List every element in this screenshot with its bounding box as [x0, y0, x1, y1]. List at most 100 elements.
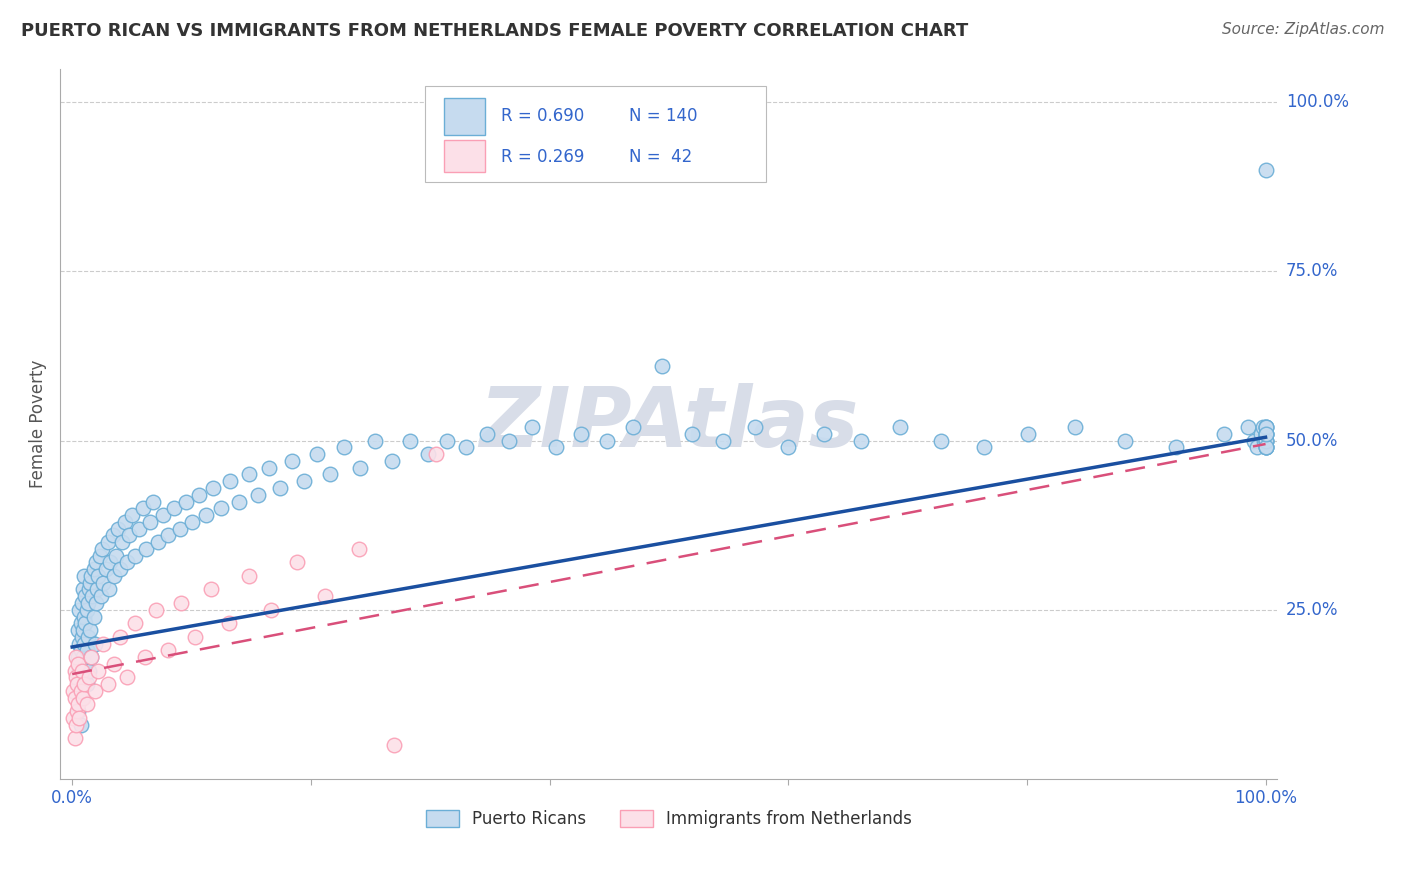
Text: 100.0%: 100.0%	[1286, 94, 1348, 112]
Point	[67, 698, 90, 712]
Point	[72, 623, 94, 637]
Point	[744, 420, 766, 434]
Point	[142, 494, 165, 508]
Point	[77, 664, 100, 678]
Point	[66, 677, 89, 691]
Point	[79, 623, 101, 637]
Point	[156, 528, 179, 542]
Point	[62, 711, 84, 725]
Point	[70, 664, 93, 678]
Point	[711, 434, 734, 448]
Point	[76, 677, 98, 691]
Point	[83, 562, 105, 576]
Text: R = 0.269: R = 0.269	[501, 148, 585, 166]
Point	[1254, 434, 1277, 448]
Point	[281, 454, 304, 468]
Point	[1246, 441, 1268, 455]
Point	[349, 460, 371, 475]
Point	[1254, 434, 1277, 448]
Text: Source: ZipAtlas.com: Source: ZipAtlas.com	[1222, 22, 1385, 37]
Point	[65, 718, 87, 732]
Text: ZIPAtlas: ZIPAtlas	[479, 384, 859, 464]
Point	[477, 426, 499, 441]
Point	[1253, 434, 1275, 448]
Point	[75, 589, 97, 603]
Point	[416, 447, 439, 461]
Point	[169, 522, 191, 536]
Point	[269, 481, 291, 495]
Point	[108, 562, 131, 576]
Point	[238, 569, 260, 583]
Point	[174, 494, 197, 508]
Point	[87, 664, 110, 678]
Point	[105, 549, 128, 563]
Point	[67, 623, 90, 637]
Point	[1250, 426, 1272, 441]
Point	[399, 434, 422, 448]
Text: N = 140: N = 140	[628, 107, 697, 125]
Point	[218, 474, 240, 488]
Point	[200, 582, 222, 597]
Point	[889, 420, 911, 434]
Point	[973, 441, 995, 455]
Point	[115, 556, 138, 570]
Point	[813, 426, 835, 441]
Point	[187, 488, 209, 502]
Point	[1254, 420, 1277, 434]
Point	[73, 637, 96, 651]
Point	[67, 704, 90, 718]
Point	[83, 684, 105, 698]
Point	[544, 441, 567, 455]
Point	[1254, 420, 1277, 434]
Point	[1114, 434, 1136, 448]
Point	[70, 690, 93, 705]
Point	[314, 589, 336, 603]
Point	[1254, 441, 1277, 455]
Point	[152, 508, 174, 522]
Point	[107, 522, 129, 536]
Point	[76, 603, 98, 617]
Point	[89, 549, 111, 563]
Point	[1254, 420, 1277, 434]
FancyBboxPatch shape	[444, 97, 485, 135]
Point	[77, 670, 100, 684]
Point	[135, 541, 157, 556]
Point	[778, 441, 800, 455]
Point	[436, 434, 458, 448]
Point	[65, 670, 87, 684]
Point	[128, 522, 150, 536]
Text: 75.0%: 75.0%	[1286, 262, 1339, 280]
Point	[79, 575, 101, 590]
Point	[91, 541, 114, 556]
Point	[121, 508, 143, 522]
Point	[194, 508, 217, 522]
Point	[77, 582, 100, 597]
Point	[118, 528, 141, 542]
Point	[1212, 426, 1234, 441]
Point	[63, 664, 86, 678]
Point	[520, 420, 543, 434]
Point	[364, 434, 387, 448]
Point	[101, 528, 124, 542]
Point	[651, 359, 673, 374]
Point	[681, 426, 703, 441]
Point	[103, 657, 125, 671]
Point	[596, 434, 619, 448]
Point	[66, 704, 89, 718]
Point	[1251, 420, 1274, 434]
Point	[72, 650, 94, 665]
Point	[333, 441, 356, 455]
Point	[929, 434, 952, 448]
Point	[80, 569, 103, 583]
Text: N =  42: N = 42	[628, 148, 692, 166]
Point	[425, 447, 447, 461]
Point	[86, 582, 108, 597]
Point	[67, 603, 90, 617]
Point	[67, 650, 90, 665]
FancyBboxPatch shape	[444, 140, 485, 171]
Point	[62, 684, 84, 698]
Point	[91, 637, 114, 651]
Point	[73, 609, 96, 624]
Point	[139, 515, 162, 529]
Point	[114, 515, 136, 529]
